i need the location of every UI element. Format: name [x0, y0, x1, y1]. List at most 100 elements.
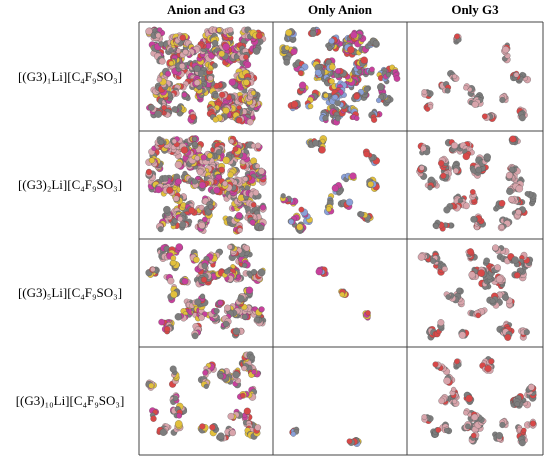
- atom: [241, 365, 248, 372]
- atom: [217, 373, 224, 380]
- atom: [198, 222, 206, 229]
- atom: [243, 79, 250, 86]
- atom: [250, 202, 257, 208]
- atom: [193, 256, 200, 264]
- atom: [181, 92, 188, 98]
- atom: [502, 46, 510, 54]
- atom: [244, 61, 252, 69]
- atom: [194, 155, 200, 161]
- atom: [252, 47, 261, 55]
- atom: [198, 181, 206, 189]
- atom: [432, 361, 439, 368]
- atom: [470, 432, 477, 439]
- atom: [298, 206, 305, 213]
- atom: [249, 219, 256, 226]
- atom: [158, 41, 164, 47]
- atom: [212, 116, 219, 123]
- atom: [240, 392, 246, 399]
- atom: [250, 90, 256, 96]
- atom: [158, 57, 166, 65]
- atom: [385, 72, 391, 78]
- atom: [463, 85, 469, 91]
- atom: [167, 277, 175, 285]
- atom: [481, 113, 488, 120]
- atom: [440, 172, 447, 179]
- atom: [208, 204, 214, 210]
- atom: [296, 223, 304, 231]
- atom: [203, 383, 209, 389]
- atom: [377, 83, 385, 91]
- atom: [328, 37, 335, 45]
- atom: [222, 43, 230, 51]
- atom: [235, 117, 243, 124]
- atom: [345, 198, 354, 206]
- atom: [233, 54, 240, 60]
- atom: [229, 429, 236, 437]
- atom: [243, 407, 251, 415]
- atom: [200, 154, 207, 161]
- atom: [192, 141, 198, 147]
- atom: [213, 186, 221, 194]
- atom: [150, 415, 157, 422]
- atom: [168, 60, 175, 67]
- atom: [445, 294, 452, 300]
- atom: [213, 93, 219, 99]
- atom: [243, 245, 250, 252]
- atom: [285, 29, 293, 37]
- atom: [444, 427, 450, 434]
- atom: [519, 114, 526, 122]
- atom: [161, 174, 169, 182]
- atom: [475, 312, 481, 319]
- atom: [257, 268, 266, 277]
- atom: [217, 299, 224, 306]
- atom: [360, 56, 368, 64]
- atom: [483, 153, 491, 161]
- column-header: Anion and G3: [167, 2, 246, 17]
- atom: [175, 178, 182, 185]
- atom: [358, 211, 365, 218]
- atom: [441, 266, 448, 272]
- atom: [489, 298, 496, 304]
- atom: [483, 257, 490, 265]
- row-label: [(G3)₅Li][C₄F₉SO₃]: [18, 285, 122, 300]
- atom: [424, 106, 431, 112]
- atom: [182, 49, 189, 56]
- atom: [179, 63, 186, 70]
- atom: [353, 93, 360, 100]
- atom: [159, 428, 168, 436]
- atom: [217, 432, 225, 440]
- atom: [492, 244, 499, 252]
- atom: [171, 106, 179, 113]
- atom: [171, 138, 177, 144]
- atom: [367, 181, 374, 188]
- atom: [495, 432, 503, 440]
- atom: [169, 365, 177, 373]
- atom: [154, 110, 163, 118]
- atom: [511, 256, 519, 264]
- atom: [498, 224, 505, 230]
- atom: [176, 412, 183, 419]
- atom: [349, 172, 357, 180]
- atom: [242, 176, 249, 182]
- atom: [371, 116, 378, 123]
- atom: [523, 329, 530, 336]
- atom: [463, 202, 470, 210]
- atom: [242, 262, 248, 268]
- atom: [193, 65, 201, 73]
- atom: [335, 68, 341, 75]
- atom: [254, 424, 262, 431]
- atom: [354, 115, 360, 121]
- atom: [200, 276, 208, 283]
- atom: [465, 394, 473, 403]
- atom: [206, 152, 213, 159]
- atom: [314, 69, 322, 76]
- atom: [498, 199, 506, 207]
- atom: [175, 243, 183, 251]
- atom: [202, 369, 209, 376]
- atom: [504, 333, 512, 341]
- atom: [505, 171, 514, 179]
- atom: [243, 54, 249, 60]
- atom: [145, 27, 153, 35]
- atom: [328, 78, 335, 85]
- table-grid: [138, 21, 544, 456]
